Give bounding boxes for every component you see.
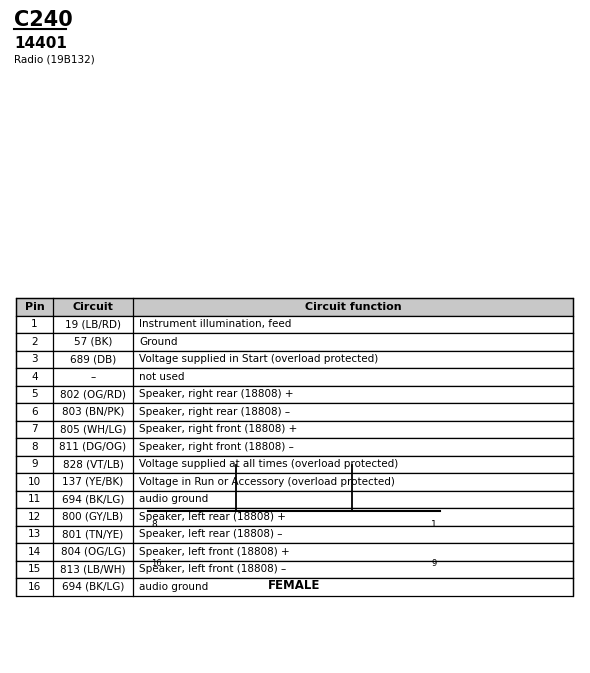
Bar <box>378 546 396 557</box>
Bar <box>302 518 320 530</box>
Bar <box>16 368 573 386</box>
Bar <box>16 473 573 491</box>
Text: not used: not used <box>139 371 185 382</box>
Bar <box>16 316 573 333</box>
Text: 9: 9 <box>432 559 437 569</box>
Text: 689 (DB): 689 (DB) <box>70 354 116 364</box>
Text: 57 (BK): 57 (BK) <box>74 336 112 347</box>
Bar <box>336 518 354 530</box>
Bar <box>152 468 196 508</box>
Text: 10: 10 <box>28 476 41 487</box>
Text: Speaker, left rear (18808) +: Speaker, left rear (18808) + <box>139 511 286 522</box>
Bar <box>248 447 340 465</box>
Text: FEMALE: FEMALE <box>268 579 320 592</box>
Text: Speaker, left front (18808) +: Speaker, left front (18808) + <box>139 546 290 557</box>
Text: 802 (OG/RD): 802 (OG/RD) <box>60 389 126 399</box>
Text: 9: 9 <box>31 459 38 469</box>
Text: –: – <box>90 371 96 382</box>
Bar <box>258 471 330 505</box>
Bar <box>266 546 284 557</box>
Bar <box>268 518 286 530</box>
Text: Speaker, left front (18808) –: Speaker, left front (18808) – <box>139 564 286 574</box>
Text: 804 (OG/LG): 804 (OG/LG) <box>61 546 125 557</box>
Bar <box>404 518 422 530</box>
Bar <box>16 298 573 316</box>
Bar <box>200 518 218 530</box>
Text: 137 (YE/BK): 137 (YE/BK) <box>63 476 124 487</box>
Text: 15: 15 <box>28 564 41 574</box>
Bar <box>370 518 388 530</box>
Bar <box>16 438 573 456</box>
Bar <box>410 542 430 561</box>
Bar <box>16 456 573 473</box>
Bar <box>236 453 352 465</box>
Text: 694 (BK/LG): 694 (BK/LG) <box>62 581 124 592</box>
Text: 3: 3 <box>31 354 38 364</box>
Text: 14401: 14401 <box>14 36 67 51</box>
Bar <box>234 518 252 530</box>
Text: 801 (TN/YE): 801 (TN/YE) <box>63 529 124 539</box>
Text: 1: 1 <box>31 319 38 329</box>
Text: audio ground: audio ground <box>139 494 208 504</box>
Text: audio ground: audio ground <box>139 581 208 592</box>
Text: 11: 11 <box>28 494 41 504</box>
Text: 803 (BN/PK): 803 (BN/PK) <box>62 406 124 417</box>
Text: 5: 5 <box>31 389 38 399</box>
Text: 6: 6 <box>31 406 38 417</box>
Text: 8: 8 <box>151 520 157 529</box>
Text: Pin: Pin <box>25 302 44 312</box>
Bar <box>16 543 573 561</box>
Text: Voltage in Run or Accessory (overload protected): Voltage in Run or Accessory (overload pr… <box>139 476 395 487</box>
Bar <box>16 351 573 368</box>
Text: Ground: Ground <box>139 336 178 347</box>
Bar <box>16 421 573 438</box>
Bar <box>158 542 178 561</box>
Bar <box>341 546 359 557</box>
Bar <box>148 465 440 565</box>
Bar <box>166 518 184 530</box>
Text: 811 (DG/OG): 811 (DG/OG) <box>60 441 127 452</box>
Text: Speaker, right rear (18808) +: Speaker, right rear (18808) + <box>139 389 293 399</box>
Text: 694 (BK/LG): 694 (BK/LG) <box>62 494 124 504</box>
Bar <box>304 546 322 557</box>
Text: 8: 8 <box>31 441 38 452</box>
Bar <box>16 333 573 351</box>
Text: Speaker, right front (18808) –: Speaker, right front (18808) – <box>139 441 294 452</box>
Bar <box>16 578 573 596</box>
Text: Voltage supplied in Start (overload protected): Voltage supplied in Start (overload prot… <box>139 354 378 364</box>
Text: 19 (LB/RD): 19 (LB/RD) <box>65 319 121 329</box>
Bar <box>16 561 573 578</box>
Text: 14: 14 <box>28 546 41 557</box>
Text: Instrument illumination, feed: Instrument illumination, feed <box>139 319 291 329</box>
Text: 12: 12 <box>28 511 41 522</box>
Bar <box>16 491 573 508</box>
Text: 16: 16 <box>28 581 41 592</box>
Bar <box>16 386 573 403</box>
Text: 16: 16 <box>151 559 162 569</box>
Text: Voltage supplied at all times (overload protected): Voltage supplied at all times (overload … <box>139 459 398 469</box>
Text: C240: C240 <box>14 10 73 30</box>
Text: Radio (19B132): Radio (19B132) <box>14 55 95 65</box>
Text: 7: 7 <box>31 424 38 434</box>
Bar <box>264 475 324 501</box>
Bar <box>192 546 209 557</box>
Text: 813 (LB/WH): 813 (LB/WH) <box>60 564 126 574</box>
Text: Speaker, left rear (18808) –: Speaker, left rear (18808) – <box>139 529 283 539</box>
Bar <box>16 508 573 526</box>
Text: Speaker, right rear (18808) –: Speaker, right rear (18808) – <box>139 406 290 417</box>
Bar <box>16 403 573 421</box>
Text: 4: 4 <box>31 371 38 382</box>
Text: 2: 2 <box>31 336 38 347</box>
Bar <box>16 526 573 543</box>
Text: Circuit: Circuit <box>73 302 113 312</box>
Text: 828 (VT/LB): 828 (VT/LB) <box>63 459 123 469</box>
Text: 800 (GY/LB): 800 (GY/LB) <box>63 511 123 522</box>
Text: 13: 13 <box>28 529 41 539</box>
Text: Circuit function: Circuit function <box>304 302 401 312</box>
Text: 1: 1 <box>431 520 437 529</box>
Bar <box>408 468 436 508</box>
Text: Speaker, right front (18808) +: Speaker, right front (18808) + <box>139 424 297 434</box>
Bar <box>229 546 247 557</box>
Text: 805 (WH/LG): 805 (WH/LG) <box>60 424 126 434</box>
